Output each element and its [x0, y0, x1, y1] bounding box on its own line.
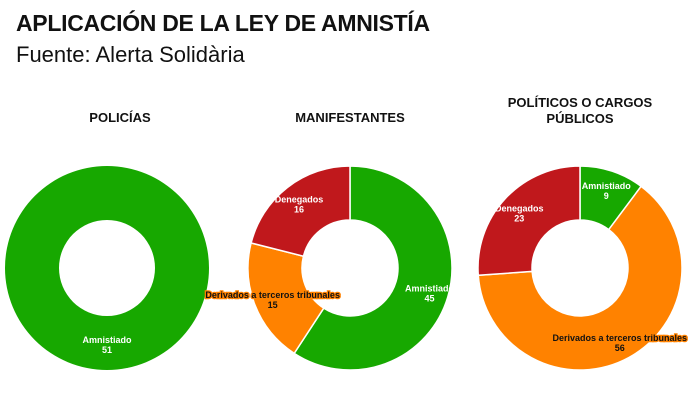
slice-label: Derivados a terceros tribunales [205, 290, 340, 300]
donut-title-policias: POLICÍAS [89, 110, 151, 125]
donut-slice-1-1 [247, 242, 325, 355]
donut-slice-0-0 [5, 166, 209, 370]
slice-value: 56 [615, 343, 625, 353]
slice-label: Amnistiado [405, 284, 455, 294]
donut-title-manifestantes: MANIFESTANTES [295, 110, 405, 125]
slice-value: 23 [514, 213, 524, 223]
chart-subtitle: Fuente: Alerta Solidària [16, 42, 245, 67]
slice-label: Denegados [275, 195, 324, 205]
donut-slice-2-2 [477, 165, 581, 277]
chart-title: APLICACIÓN DE LA LEY DE AMNISTÍA [16, 10, 430, 36]
slice-label: Denegados [495, 203, 544, 213]
donut-slice-2-1 [477, 185, 683, 371]
donut-title-politicos: POLÍTICOS O CARGOS PÚBLICOS [507, 95, 653, 126]
donut-slice-1-2 [250, 165, 351, 258]
slice-label: Derivados a terceros tribunales [552, 333, 687, 343]
slice-value: 9 [604, 191, 609, 201]
slice-value: 51 [102, 345, 112, 355]
slice-label: Amnistiado [582, 181, 632, 191]
slice-value: 16 [294, 205, 304, 215]
slice-label: Amnistiado [82, 335, 132, 345]
slice-value: 15 [268, 300, 278, 310]
donut-slice-1-0 [293, 165, 453, 371]
slice-value: 45 [425, 294, 435, 304]
